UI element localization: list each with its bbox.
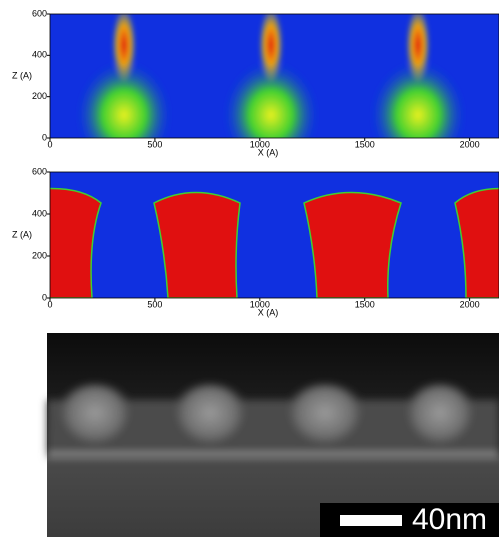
y-tick-label: 200 xyxy=(32,250,47,260)
y-tick-label: 600 xyxy=(32,166,47,176)
x-tick-label: 0 xyxy=(47,299,52,309)
y-tick-label: 0 xyxy=(42,292,47,302)
y-tick-label: 0 xyxy=(42,132,47,142)
x-axis-title: X (A) xyxy=(258,147,279,157)
scale-bar-label: 40nm xyxy=(412,503,487,536)
x-tick-label: 500 xyxy=(147,139,162,149)
x-tick-label: 500 xyxy=(147,299,162,309)
x-tick-label: 2000 xyxy=(460,299,480,309)
y-tick-label: 600 xyxy=(32,8,47,18)
figure: 40nm 05001000150020000200400600X (A)Z (A… xyxy=(0,0,499,537)
x-tick-label: 2000 xyxy=(460,139,480,149)
scale-bar xyxy=(340,515,402,526)
heatmap-2 xyxy=(40,172,499,298)
y-axis-title: Z (A) xyxy=(12,229,32,239)
y-axis-title: Z (A) xyxy=(12,70,32,80)
y-tick-label: 400 xyxy=(32,208,47,218)
x-axis-title: X (A) xyxy=(258,307,279,317)
sem-image: 40nm xyxy=(47,333,499,537)
x-tick-label: 1500 xyxy=(355,299,375,309)
y-tick-label: 400 xyxy=(32,50,47,60)
heatmap-1 xyxy=(50,7,499,170)
x-tick-label: 1500 xyxy=(355,139,375,149)
y-tick-label: 200 xyxy=(32,91,47,101)
x-tick-label: 0 xyxy=(47,139,52,149)
